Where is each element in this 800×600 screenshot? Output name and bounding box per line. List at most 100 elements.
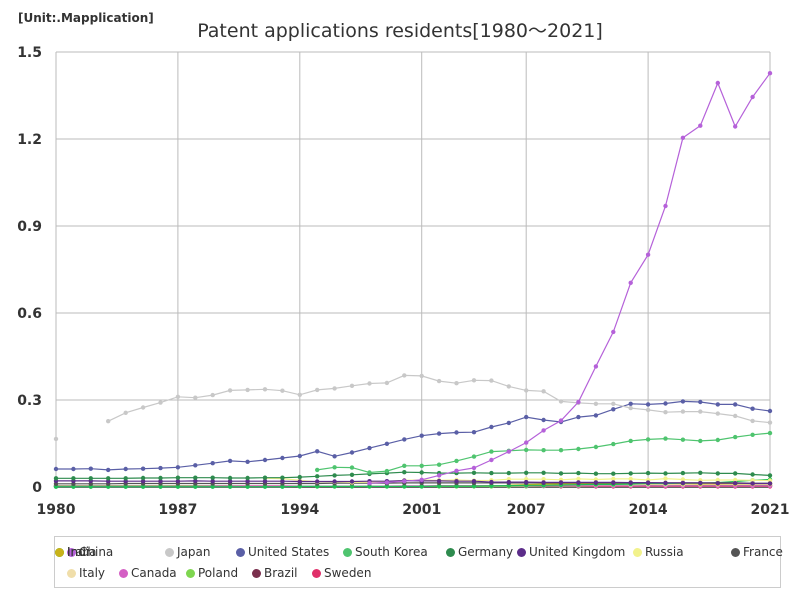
data-point-south-korea <box>733 434 738 440</box>
data-point-japan <box>210 392 215 398</box>
data-point-india <box>280 484 285 489</box>
data-point-united-kingdom <box>245 479 250 484</box>
data-point-united-kingdom <box>175 479 181 484</box>
legend-label: Sweden <box>324 566 372 580</box>
data-point-united-states <box>367 445 372 451</box>
data-point-united-states <box>541 417 546 423</box>
data-point-south-korea <box>680 437 686 442</box>
data-point-china <box>750 94 755 100</box>
legend-label: China <box>79 545 114 559</box>
data-point-russia <box>628 476 633 482</box>
data-point-germany <box>158 475 163 481</box>
data-point-japan <box>384 380 390 386</box>
data-point-india <box>210 484 215 489</box>
grid <box>55 51 771 488</box>
data-point-south-korea <box>384 468 390 474</box>
legend-item-brazil: Brazil <box>252 566 298 580</box>
data-point-united-states <box>593 413 599 418</box>
y-tick-label: 0.9 <box>17 219 42 235</box>
data-point-united-kingdom <box>663 480 668 486</box>
y-tick-label: 1.5 <box>17 45 42 61</box>
series-united-states <box>53 399 773 473</box>
data-point-india <box>245 484 250 489</box>
data-point-japan <box>436 378 442 384</box>
legend-marker <box>731 548 740 557</box>
data-point-germany <box>750 472 755 477</box>
data-point-japan <box>750 418 755 424</box>
data-point-japan <box>698 409 703 414</box>
data-point-china <box>576 399 581 405</box>
data-point-united-states <box>262 457 268 463</box>
data-point-japan <box>402 373 407 378</box>
data-point-japan <box>611 401 616 406</box>
data-point-japan <box>454 381 459 386</box>
axes: 0 0.3 0.6 0.9 1.2 1.5 1980 1987 1994 2001 2007 2014… <box>17 45 789 518</box>
data-point-united-states <box>53 466 59 472</box>
data-point-united-states <box>384 441 390 446</box>
data-point-germany <box>715 471 720 476</box>
legend: China Japan United States South Korea German… <box>54 536 783 588</box>
data-point-united-states <box>436 431 442 436</box>
legend-label: Italy <box>79 566 106 580</box>
data-point-united-states <box>628 401 633 406</box>
data-point-germany <box>419 470 424 475</box>
data-point-china <box>645 252 651 257</box>
data-point-united-states <box>106 467 111 473</box>
x-tick-label: 1994 <box>280 502 319 518</box>
x-tick-label: 2021 <box>751 502 790 518</box>
data-point-germany <box>611 471 616 476</box>
data-point-russia <box>611 476 616 482</box>
x-tick-label: 2001 <box>402 502 441 518</box>
data-point-japan <box>175 394 181 399</box>
data-point-south-korea <box>698 438 703 444</box>
legend-item-iran: Iran <box>55 545 90 559</box>
legend-item-japan: Japan <box>165 545 210 559</box>
data-point-germany <box>315 474 320 479</box>
data-point-south-korea <box>524 447 529 453</box>
data-point-united-states <box>767 408 773 414</box>
y-tick-label: 0 <box>32 480 42 496</box>
data-point-united-states <box>506 420 511 426</box>
data-point-china <box>767 71 773 76</box>
data-point-russia <box>750 478 755 483</box>
legend-label: Brazil <box>264 566 298 580</box>
unit-label: [Unit:.Mapplication] <box>18 11 154 25</box>
data-point-united-kingdom <box>140 479 146 484</box>
data-point-south-korea <box>663 436 668 441</box>
legend-label: Russia <box>645 545 684 559</box>
data-point-germany <box>280 475 285 480</box>
data-point-united-kingdom <box>297 479 302 484</box>
data-point-united-states <box>576 414 581 420</box>
data-point-japan <box>541 389 546 394</box>
data-point-germany <box>193 475 198 480</box>
legend-label: France <box>743 545 783 559</box>
data-point-united-states <box>175 465 181 470</box>
data-point-china <box>611 329 616 335</box>
data-point-japan <box>367 381 372 386</box>
legend-item-united-kingdom: United Kingdom <box>517 545 625 559</box>
legend-item-france: France <box>731 545 783 559</box>
data-point-united-kingdom <box>349 479 355 484</box>
data-point-south-korea <box>628 438 633 444</box>
data-point-united-states <box>140 466 146 471</box>
data-point-china <box>384 480 390 485</box>
data-point-south-korea <box>349 465 355 470</box>
legend-item-italy: Italy <box>67 566 105 580</box>
data-point-germany <box>489 470 494 476</box>
data-point-south-korea <box>454 458 459 464</box>
data-point-germany <box>53 476 59 481</box>
series-line-south-korea <box>317 432 771 474</box>
x-tick-label: 1987 <box>158 502 197 518</box>
data-point-united-kingdom <box>454 479 459 484</box>
legend-marker <box>67 548 76 557</box>
data-point-india <box>419 484 424 489</box>
data-point-russia <box>541 477 546 482</box>
data-point-south-korea <box>541 448 546 453</box>
data-point-united-kingdom <box>628 480 633 485</box>
data-point-germany <box>297 474 302 480</box>
legend-marker <box>55 548 64 557</box>
data-point-united-states <box>88 466 94 471</box>
data-point-china <box>558 418 564 423</box>
data-point-india <box>193 484 198 489</box>
legend-marker <box>517 548 526 557</box>
